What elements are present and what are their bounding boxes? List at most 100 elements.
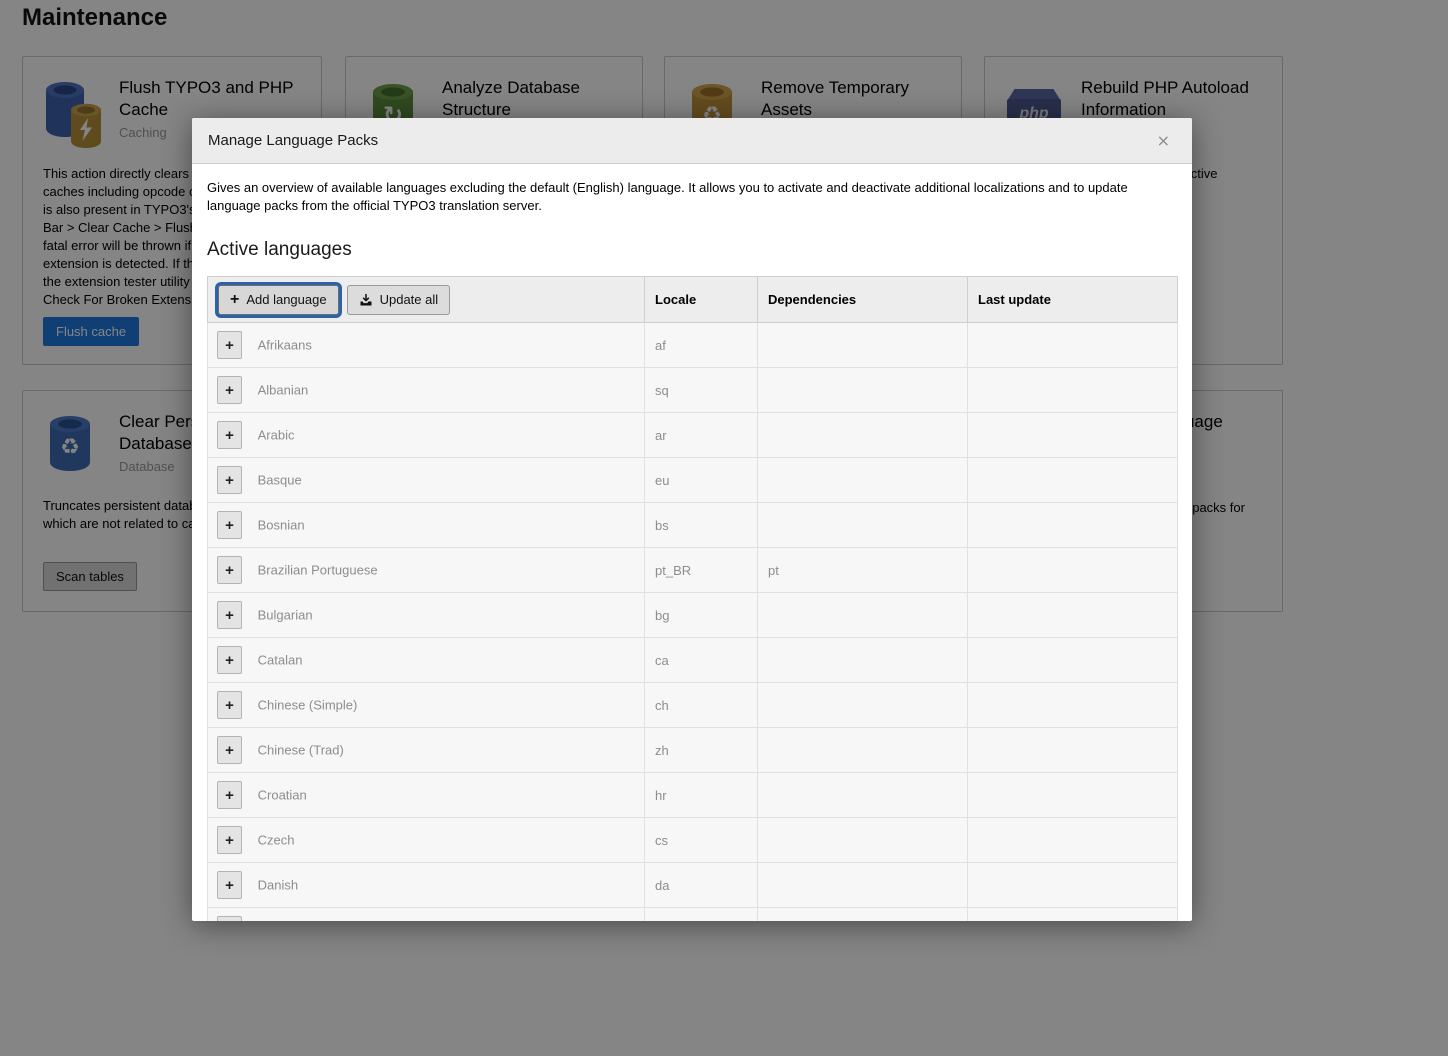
activate-language-button[interactable]: +	[217, 871, 242, 899]
language-row: + Dutch nl	[207, 907, 1178, 921]
card-subtitle: Database	[119, 459, 175, 474]
language-row: + Croatian hr	[207, 772, 1178, 818]
language-name: Bulgarian	[257, 607, 313, 623]
language-last-update	[967, 322, 1178, 368]
language-dependencies	[757, 457, 968, 503]
language-row: + Czech cs	[207, 817, 1178, 863]
language-row: + Brazilian Portuguese pt_BR pt	[207, 547, 1178, 593]
language-row: + Chinese (Trad) zh	[207, 727, 1178, 773]
language-row: + Bulgarian bg	[207, 592, 1178, 638]
language-row: + Albanian sq	[207, 367, 1178, 413]
language-name: Basque	[257, 472, 302, 488]
column-header-dependencies: Dependencies	[757, 276, 968, 323]
card-title: Analyze Database Structure	[442, 78, 580, 119]
language-last-update	[967, 907, 1178, 921]
language-last-update	[967, 547, 1178, 593]
update-all-button[interactable]: Update all	[346, 284, 451, 315]
language-dependencies	[757, 727, 968, 773]
language-last-update	[967, 862, 1178, 908]
language-name: Danish	[257, 877, 299, 893]
scan-tables-button[interactable]: Scan tables	[43, 562, 137, 591]
language-dependencies	[757, 322, 968, 368]
language-dependencies	[757, 862, 968, 908]
card-title: Flush TYPO3 and PHP Cache	[119, 78, 294, 119]
language-last-update	[967, 412, 1178, 458]
modal-title: Manage Language Packs	[208, 132, 379, 149]
modal-description: Gives an overview of available languages…	[207, 180, 1128, 213]
language-locale: ca	[644, 637, 758, 683]
activate-language-button[interactable]: +	[217, 826, 242, 854]
language-locale: af	[644, 322, 758, 368]
language-row: + Afrikaans af	[207, 322, 1178, 368]
activate-language-button[interactable]: +	[217, 781, 242, 809]
download-tray-icon	[359, 293, 373, 307]
language-name: Catalan	[257, 652, 303, 668]
modal-header: Manage Language Packs ×	[192, 118, 1192, 164]
language-last-update	[967, 727, 1178, 773]
activate-language-button[interactable]: +	[217, 556, 242, 584]
language-name: Afrikaans	[257, 337, 312, 353]
language-row: + Danish da	[207, 862, 1178, 908]
card-subtitle: Caching	[119, 125, 167, 140]
activate-language-button[interactable]: +	[217, 646, 242, 674]
activate-language-button[interactable]: +	[217, 331, 242, 359]
manage-language-packs-modal: Manage Language Packs × Gives an overvie…	[192, 118, 1192, 921]
language-locale: sq	[644, 367, 758, 413]
flush-cache-button[interactable]: Flush cache	[43, 317, 140, 346]
card-title: Rebuild PHP Autoload Information	[1081, 78, 1249, 119]
language-last-update	[967, 457, 1178, 503]
language-name: Arabic	[257, 427, 295, 443]
language-locale: da	[644, 862, 758, 908]
language-locale: zh	[644, 727, 758, 773]
language-locale: ar	[644, 412, 758, 458]
plus-icon: +	[230, 290, 240, 308]
page-title: Maintenance	[22, 4, 168, 31]
language-last-update	[967, 502, 1178, 548]
activate-language-button[interactable]: +	[217, 511, 242, 539]
language-row: + Basque eu	[207, 457, 1178, 503]
table-header-row: + Add language Update al	[207, 276, 1178, 323]
language-row: + Bosnian bs	[207, 502, 1178, 548]
close-icon[interactable]: ×	[1151, 131, 1176, 151]
language-name: Bosnian	[257, 517, 305, 533]
language-dependencies	[757, 817, 968, 863]
database-recycle-icon: ♻	[43, 411, 105, 475]
language-locale: ch	[644, 682, 758, 728]
language-row: + Chinese (Simple) ch	[207, 682, 1178, 728]
activate-language-button[interactable]: +	[217, 691, 242, 719]
column-header-locale: Locale	[644, 276, 758, 323]
language-last-update	[967, 592, 1178, 638]
activate-language-button[interactable]: +	[217, 601, 242, 629]
card-title: Remove Temporary Assets	[761, 78, 910, 119]
activate-language-button[interactable]: +	[217, 736, 242, 764]
language-dependencies	[757, 592, 968, 638]
activate-language-button[interactable]: +	[217, 466, 242, 494]
language-dependencies	[757, 637, 968, 683]
update-all-label: Update all	[379, 292, 439, 307]
language-dependencies	[757, 772, 968, 818]
activate-language-button[interactable]: +	[217, 376, 242, 404]
language-table-body: + Afrikaans af + Albanian sq + Arabic ar…	[207, 322, 1178, 921]
language-dependencies	[757, 412, 968, 458]
language-locale: pt_BR	[644, 547, 758, 593]
language-dependencies	[757, 367, 968, 413]
language-name: Croatian	[257, 787, 307, 803]
language-dependencies	[757, 907, 968, 921]
language-locale: nl	[644, 907, 758, 921]
language-name: Albanian	[257, 382, 309, 398]
language-name: Czech	[257, 832, 295, 848]
active-languages-table: + Add language Update al	[207, 276, 1178, 921]
modal-body: Gives an overview of available languages…	[192, 164, 1192, 921]
language-dependencies	[757, 502, 968, 548]
language-name: Brazilian Portuguese	[257, 562, 378, 578]
language-row: + Catalan ca	[207, 637, 1178, 683]
language-last-update	[967, 772, 1178, 818]
language-dependencies	[757, 682, 968, 728]
column-header-last-update: Last update	[967, 276, 1178, 323]
language-last-update	[967, 637, 1178, 683]
activate-language-button[interactable]: +	[217, 916, 242, 921]
add-language-button[interactable]: + Add language	[218, 284, 339, 315]
activate-language-button[interactable]: +	[217, 421, 242, 449]
language-last-update	[967, 367, 1178, 413]
cache-databases-bolt-icon	[43, 77, 105, 148]
